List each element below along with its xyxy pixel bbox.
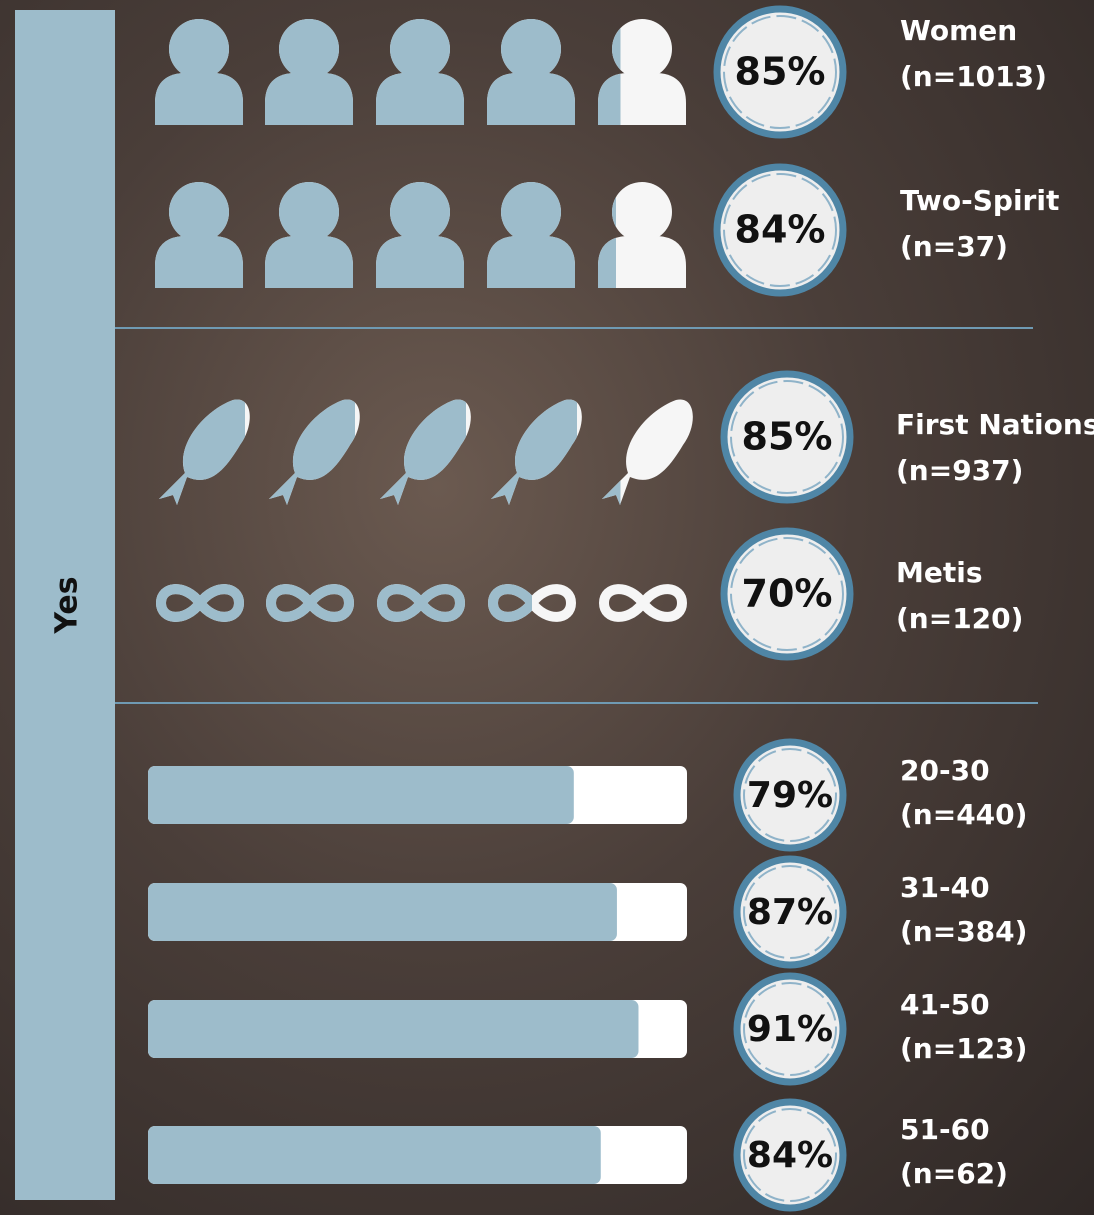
value-label: 87% <box>747 892 833 933</box>
category-label: First Nations <box>896 408 1094 441</box>
icon-infinity <box>382 589 460 617</box>
value-label: 84% <box>735 208 826 252</box>
icon-body <box>155 236 243 288</box>
sample-size: (n=37) <box>900 230 1008 263</box>
icon-feather <box>491 399 582 505</box>
icon-body <box>265 73 353 125</box>
sample-size: (n=937) <box>896 454 1023 487</box>
bar <box>148 766 574 824</box>
icon-head <box>612 19 672 79</box>
category-label: 20-30 <box>900 754 990 787</box>
sample-size: (n=440) <box>900 798 1027 831</box>
icon-feather <box>159 399 250 505</box>
value-label: 91% <box>747 1009 833 1050</box>
icon-body <box>376 236 464 288</box>
icon-fill <box>155 182 686 288</box>
side-label: Yes <box>50 576 85 634</box>
icon-head <box>279 182 339 242</box>
sample-size: (n=384) <box>900 915 1027 948</box>
category-label: Women <box>900 14 1017 47</box>
icon-infinity <box>161 589 239 617</box>
page: Yes 85% Women (n=1013) 84% Two-Spirit (n=37) 8… <box>0 0 1094 1215</box>
category-label: 31-40 <box>900 871 990 904</box>
value-label: 85% <box>735 50 826 94</box>
icon-head <box>279 19 339 79</box>
bar <box>148 1126 601 1184</box>
icon-fill <box>155 19 686 125</box>
value-label: 84% <box>747 1135 833 1176</box>
icon-infinity <box>271 589 349 617</box>
icon-fill <box>159 399 693 505</box>
icon-head <box>390 182 450 242</box>
value-label: 85% <box>742 415 833 459</box>
sample-size: (n=1013) <box>900 60 1047 93</box>
value-label: 79% <box>747 775 833 816</box>
category-label: Metis <box>896 556 983 589</box>
category-label: 51-60 <box>900 1113 990 1146</box>
icon-body <box>155 73 243 125</box>
infographic: Yes 85% Women (n=1013) 84% Two-Spirit (n=37) 8… <box>0 0 1094 1215</box>
bar <box>148 1000 638 1058</box>
bar <box>148 883 617 941</box>
sample-size: (n=120) <box>896 602 1023 635</box>
category-label: 41-50 <box>900 988 990 1021</box>
icon-head <box>501 19 561 79</box>
icon-feather <box>269 399 360 505</box>
icon-body <box>265 236 353 288</box>
icon-head <box>501 182 561 242</box>
icon-head <box>169 182 229 242</box>
icon-body <box>487 236 575 288</box>
category-label: Two-Spirit <box>900 184 1059 217</box>
icon-body <box>487 73 575 125</box>
icon-infinity <box>604 589 682 617</box>
icon-feather <box>380 399 471 505</box>
sample-size: (n=62) <box>900 1157 1008 1190</box>
icon-head <box>390 19 450 79</box>
sample-size: (n=123) <box>900 1032 1027 1065</box>
icon-head <box>169 19 229 79</box>
value-label: 70% <box>742 572 833 616</box>
icon-head <box>612 182 672 242</box>
icon-body <box>376 73 464 125</box>
